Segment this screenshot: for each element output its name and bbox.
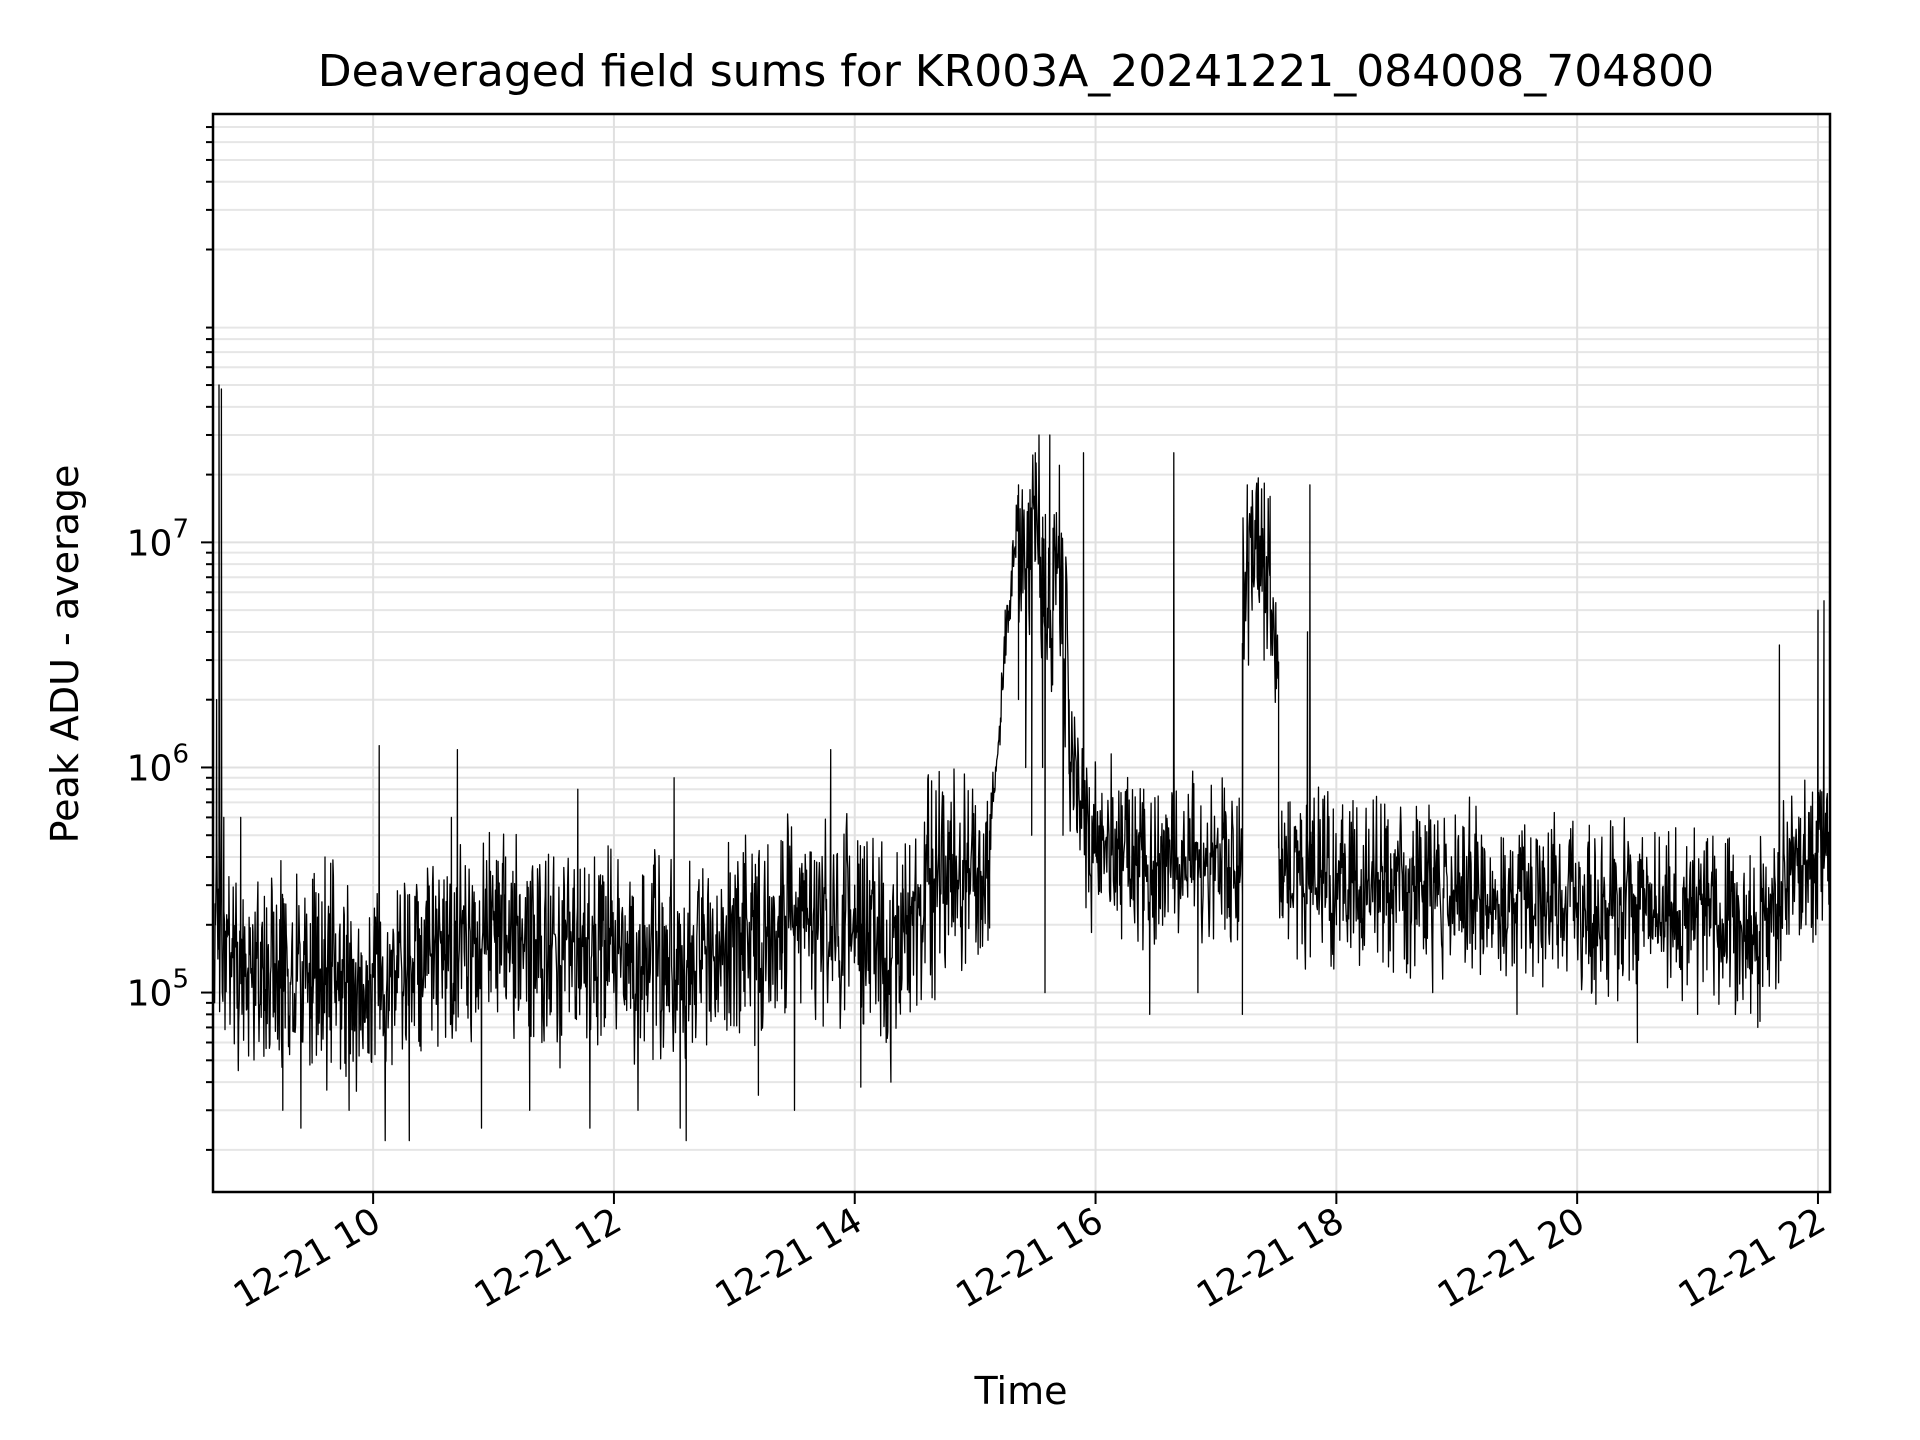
x-tick-label: 12-21 22 (1672, 1200, 1833, 1316)
x-tick-label: 12-21 10 (227, 1200, 388, 1316)
x-tick-label: 12-21 20 (1431, 1200, 1592, 1316)
series-layer (212, 384, 1831, 1142)
plot-frame (211, 112, 1832, 1194)
x-axis: 12-21 10 12-21 12 12-21 14 12-21 16 12-21 18… (227, 1192, 1832, 1317)
y-axis-label: Peak ADU - average (43, 465, 87, 844)
chart-title: Deaveraged field sums for KR003A_2024122… (318, 46, 1714, 97)
y-axis: 105 106 107 (127, 126, 213, 1151)
x-tick-label: 12-21 12 (468, 1200, 629, 1316)
x-axis-label: Time (974, 1369, 1068, 1413)
x-tick-label: 12-21 16 (949, 1200, 1110, 1316)
y-tick-label: 107 (127, 514, 189, 564)
series-line-0 (212, 384, 1831, 1142)
y-tick-label: 105 (127, 965, 189, 1015)
grid (213, 114, 1830, 1192)
x-tick-label: 12-21 14 (709, 1200, 870, 1316)
x-tick-label: 12-21 18 (1190, 1200, 1351, 1316)
y-tick-label: 106 (127, 739, 189, 789)
